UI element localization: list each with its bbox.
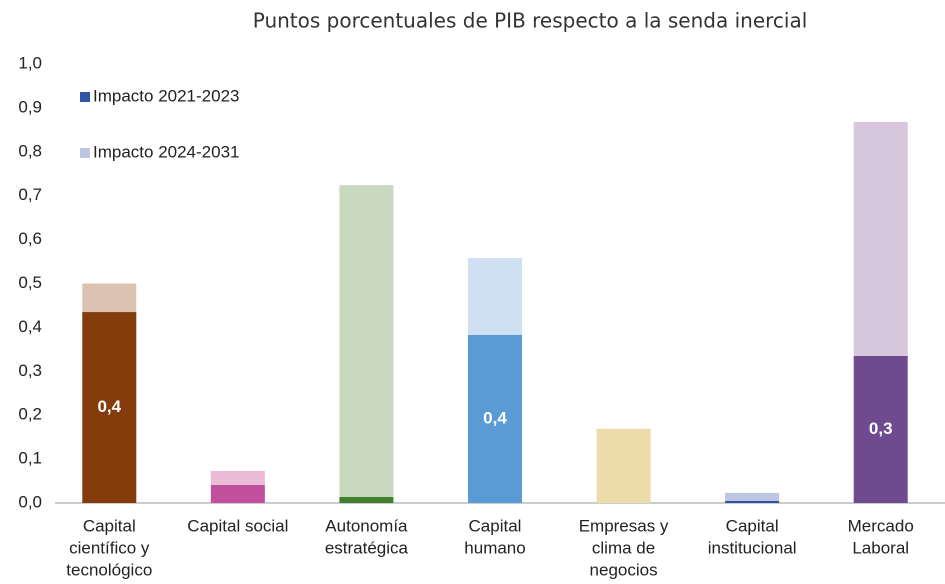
- x-tick-label: estratégica: [325, 538, 409, 557]
- bar-segment: [339, 185, 394, 497]
- bar-segment: [725, 500, 780, 503]
- x-tick-label: Empresas y: [579, 516, 669, 535]
- y-tick-label: 0,7: [18, 185, 42, 204]
- bar-segment: [468, 334, 522, 503]
- value-label: 0,4: [97, 397, 121, 416]
- x-tick-label: clima de: [592, 538, 655, 557]
- legend-swatch: [80, 148, 90, 158]
- bar-segment: [853, 121, 908, 356]
- x-tick-label: institucional: [708, 538, 797, 557]
- x-tick-label: Capital: [83, 516, 136, 535]
- y-tick-label: 0,8: [18, 141, 42, 160]
- bar-segment: [210, 485, 265, 503]
- bar-segment: [596, 428, 651, 503]
- legend-swatch: [80, 92, 90, 102]
- x-tick-label: Capital: [726, 516, 779, 535]
- y-tick-label: 0,5: [18, 273, 42, 292]
- x-tick-label: tecnológico: [66, 560, 152, 579]
- chart-subtitle: Puntos porcentuales de PIB respecto a la…: [253, 9, 808, 33]
- x-tick-label: científico y: [69, 538, 150, 557]
- y-tick-label: 0,2: [18, 405, 42, 424]
- y-tick-label: 1,0: [18, 53, 42, 72]
- x-tick-label: Capital social: [187, 516, 288, 535]
- value-label: 0,3: [869, 419, 893, 438]
- y-tick-label: 0,3: [18, 361, 42, 380]
- bar-segment: [82, 283, 137, 313]
- bar-segment: [339, 496, 394, 503]
- bar-segment: [82, 312, 137, 503]
- bar-segment: [210, 470, 265, 486]
- y-tick-label: 0,6: [18, 229, 42, 248]
- y-tick-label: 0,0: [18, 492, 42, 511]
- y-tick-label: 0,9: [18, 97, 42, 116]
- x-tick-label: Mercado: [848, 516, 914, 535]
- x-tick-label: Laboral: [852, 538, 909, 557]
- bar-segment: [853, 355, 908, 503]
- x-tick-label: humano: [464, 538, 525, 557]
- legend-label: Impacto 2024-2031: [93, 142, 240, 161]
- x-tick-label: negocios: [590, 560, 658, 579]
- x-tick-label: Capital: [469, 516, 522, 535]
- y-tick-label: 0,1: [18, 449, 42, 468]
- bar-segment: [468, 258, 522, 335]
- y-tick-label: 0,4: [18, 317, 42, 336]
- value-label: 0,4: [483, 408, 507, 427]
- legend-label: Impacto 2021-2023: [93, 86, 240, 105]
- x-tick-label: Autonomía: [325, 516, 408, 535]
- bar-segment: [725, 492, 780, 501]
